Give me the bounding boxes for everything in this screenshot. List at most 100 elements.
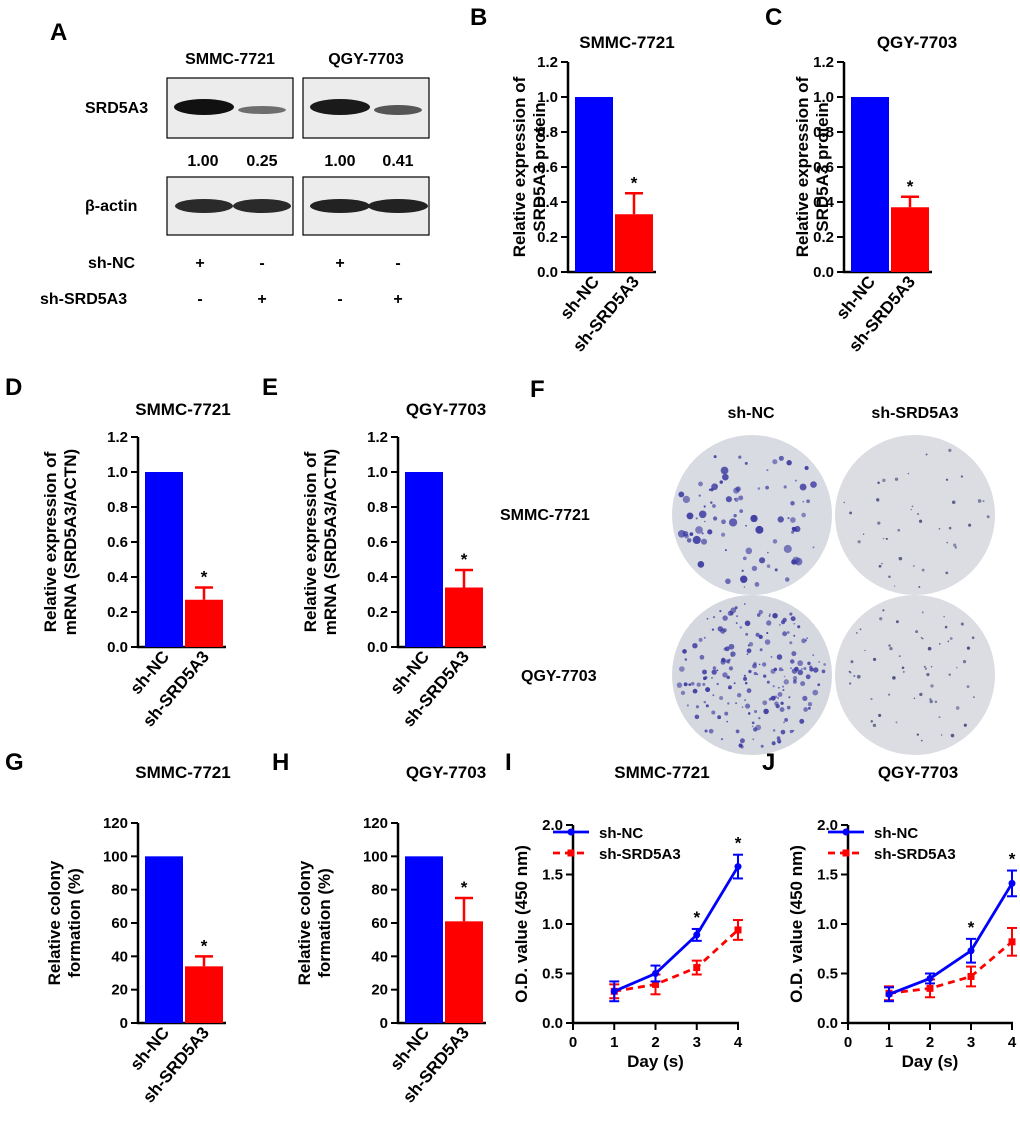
- legend-label: sh-NC: [599, 825, 643, 842]
- colony-qgy-shnc: [793, 622, 796, 625]
- colony-qgy-shsrd5a3: [962, 659, 967, 664]
- colony-smmc-shsrd5a3: [898, 556, 903, 561]
- colony-qgy-shnc: [716, 682, 719, 686]
- x-tick-label: 4: [1008, 1034, 1017, 1051]
- colony-qgy-shnc: [803, 667, 807, 671]
- colony-smmc-shnc: [725, 496, 732, 503]
- colony-smmc-shnc: [766, 469, 769, 472]
- colony-qgy-shsrd5a3: [888, 644, 891, 647]
- blot-cell-line-2: QGY-7703: [328, 51, 404, 68]
- colony-qgy-shnc: [762, 700, 768, 706]
- colony-smmc-shnc: [804, 465, 809, 471]
- colony-smmc-shnc: [744, 461, 748, 465]
- colony-smmc-shsrd5a3: [910, 508, 913, 511]
- colony-smmc-shnc: [686, 538, 692, 543]
- y-tick-label: 0.6: [367, 534, 388, 551]
- blot-quant-1: 1.00: [187, 153, 218, 170]
- y-tick-label: 0.5: [542, 966, 563, 983]
- colony-qgy-shnc: [809, 665, 813, 669]
- colony-smmc-shnc: [720, 466, 729, 475]
- data-point: [734, 863, 742, 871]
- colony-qgy-shnc: [783, 721, 785, 724]
- colony-smmc-shnc: [787, 516, 790, 520]
- band-actin-2: [233, 199, 291, 213]
- significance-marker: *: [735, 834, 742, 853]
- colony-qgy-shsrd5a3: [948, 673, 951, 676]
- colony-qgy-shsrd5a3: [856, 674, 861, 679]
- colony-smmc-shsrd5a3: [897, 528, 901, 532]
- colony-smmc-shnc: [698, 510, 707, 519]
- panel-label-a: A: [50, 19, 67, 46]
- colony-smmc-shnc: [767, 551, 769, 554]
- colony-smmc-shnc: [790, 501, 795, 506]
- colony-smmc-shnc: [755, 525, 764, 534]
- colony-qgy-shnc: [735, 702, 738, 705]
- colony-qgy-shnc: [823, 663, 826, 666]
- chart-title: QGY-7703: [406, 400, 486, 419]
- y-axis-label: formation (%): [65, 868, 84, 978]
- colony-smmc-shnc: [740, 575, 748, 583]
- y-axis-label: Relative colony: [45, 860, 64, 985]
- colony-smmc-shnc: [713, 516, 718, 521]
- significance-marker: *: [461, 550, 468, 569]
- colony-qgy-shnc: [790, 616, 796, 622]
- colony-dish-qgy-shsrd5a3: [835, 595, 995, 755]
- colony-qgy-shsrd5a3: [859, 628, 862, 631]
- bar-sh-srd5a3: [615, 214, 653, 272]
- colony-qgy-shsrd5a3: [892, 676, 896, 680]
- y-axis-label: Relative expression of: [301, 451, 320, 632]
- y-tick-label: 1.2: [537, 54, 558, 71]
- colony-qgy-shsrd5a3: [882, 609, 885, 612]
- colony-qgy-shnc: [805, 674, 811, 680]
- blot-sign: +: [195, 255, 204, 272]
- colony-smmc-shnc: [701, 532, 704, 535]
- y-tick-label: 0.2: [107, 604, 128, 621]
- significance-marker: *: [201, 936, 208, 955]
- y-tick-label: 0.6: [107, 534, 128, 551]
- colony-qgy-shnc: [739, 738, 745, 744]
- colony-qgy-shsrd5a3: [872, 723, 877, 728]
- colony-qgy-shnc: [801, 668, 803, 670]
- colony-smmc-shsrd5a3: [843, 501, 846, 504]
- colony-smmc-shnc: [790, 517, 796, 523]
- colony-smmc-shnc: [721, 519, 726, 525]
- colony-qgy-shnc: [733, 682, 736, 685]
- colony-qgy-shnc: [702, 682, 706, 686]
- colony-smmc-shnc: [774, 568, 778, 572]
- colony-smmc-shsrd5a3: [986, 515, 990, 519]
- line-chart-i: 0.0 0.5 1.0 1.5 2.0 0 1 2 3 4 Day (s) O.D. value (4…: [512, 763, 743, 1071]
- y-tick-label: 0.6: [813, 159, 834, 176]
- colony-qgy-shnc: [807, 702, 813, 707]
- colony-qgy-shsrd5a3: [920, 636, 923, 639]
- colony-smmc-shnc: [791, 559, 797, 565]
- colony-qgy-shsrd5a3: [938, 643, 941, 645]
- colony-smmc-shsrd5a3: [881, 562, 883, 565]
- bar-sh-srd5a3: [891, 207, 929, 272]
- colony-qgy-shnc: [748, 641, 754, 647]
- colony-qgy-shnc: [726, 675, 730, 680]
- colony-smmc-shsrd5a3: [888, 575, 891, 579]
- colony-smmc-shnc: [733, 498, 736, 501]
- data-point: [693, 964, 701, 972]
- colony-qgy-shsrd5a3: [916, 733, 920, 736]
- colony-qgy-shnc: [724, 646, 730, 652]
- colony-smmc-shsrd5a3: [849, 511, 852, 515]
- colony-qgy-shnc: [740, 745, 744, 749]
- colony-qgy-shnc: [728, 686, 731, 690]
- y-tick-label: 0.0: [367, 639, 388, 656]
- data-point: [693, 931, 701, 939]
- bar-sh-nc: [145, 856, 183, 1023]
- x-axis-label: Day (s): [627, 1052, 684, 1071]
- colony-smmc-shnc: [698, 481, 703, 487]
- y-tick-label: 40: [111, 948, 128, 965]
- colony-qgy-shnc: [686, 704, 689, 707]
- y-tick-label: 0.6: [537, 159, 558, 176]
- colony-qgy-shnc: [773, 667, 778, 672]
- x-tick-label: 4: [734, 1034, 743, 1051]
- y-tick-label: 20: [371, 982, 388, 999]
- colony-smmc-shsrd5a3: [948, 526, 952, 530]
- colony-smmc-shnc: [725, 578, 731, 585]
- colony-qgy-shnc: [766, 631, 769, 635]
- colony-qgy-shsrd5a3: [898, 655, 901, 658]
- colony-qgy-shnc: [722, 628, 727, 633]
